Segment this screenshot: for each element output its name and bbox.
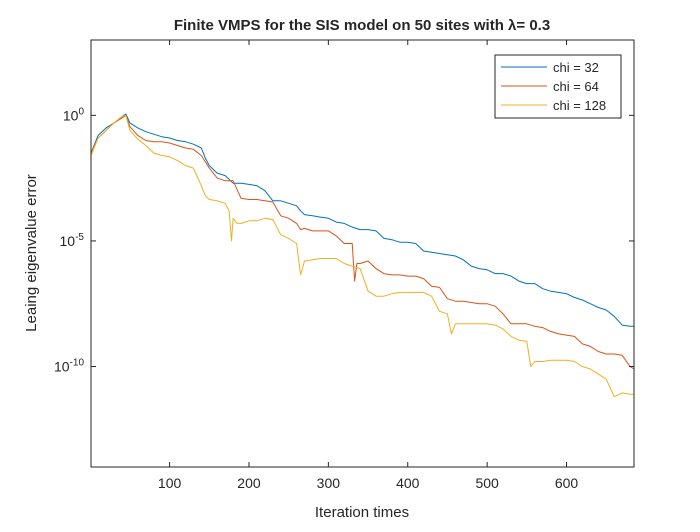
x-tick-label: 400 — [396, 475, 420, 491]
y-tick-label: 10-10 — [54, 358, 84, 375]
legend-label: chi = 128 — [553, 98, 606, 113]
y-tick-label: 100 — [63, 106, 85, 123]
axes-box — [90, 39, 635, 468]
series-line-2 — [90, 114, 635, 370]
legend-label: chi = 64 — [553, 79, 599, 94]
x-tick-label: 100 — [158, 475, 182, 491]
legend-label: chi = 32 — [553, 60, 599, 75]
series-line-1 — [90, 113, 634, 327]
x-tick-label: 200 — [237, 475, 261, 491]
series-layer — [90, 113, 635, 398]
legend: chi = 32 chi = 64 chi = 128 — [494, 54, 622, 119]
x-axis-label: Iteration times — [315, 504, 409, 521]
x-tick-label: 500 — [475, 475, 499, 491]
y-axis-label: Leaing eigenvalue error — [23, 174, 40, 332]
series-line-3 — [90, 114, 634, 398]
chart-title: Finite VMPS for the SIS model on 50 site… — [174, 17, 550, 34]
x-tick-label: 300 — [317, 475, 341, 491]
axes-layer: 100 200 300 400 500 600 100 10-5 10-10 — [54, 39, 635, 491]
y-tick-label: 10-5 — [60, 232, 85, 249]
x-tick-label: 600 — [555, 475, 579, 491]
